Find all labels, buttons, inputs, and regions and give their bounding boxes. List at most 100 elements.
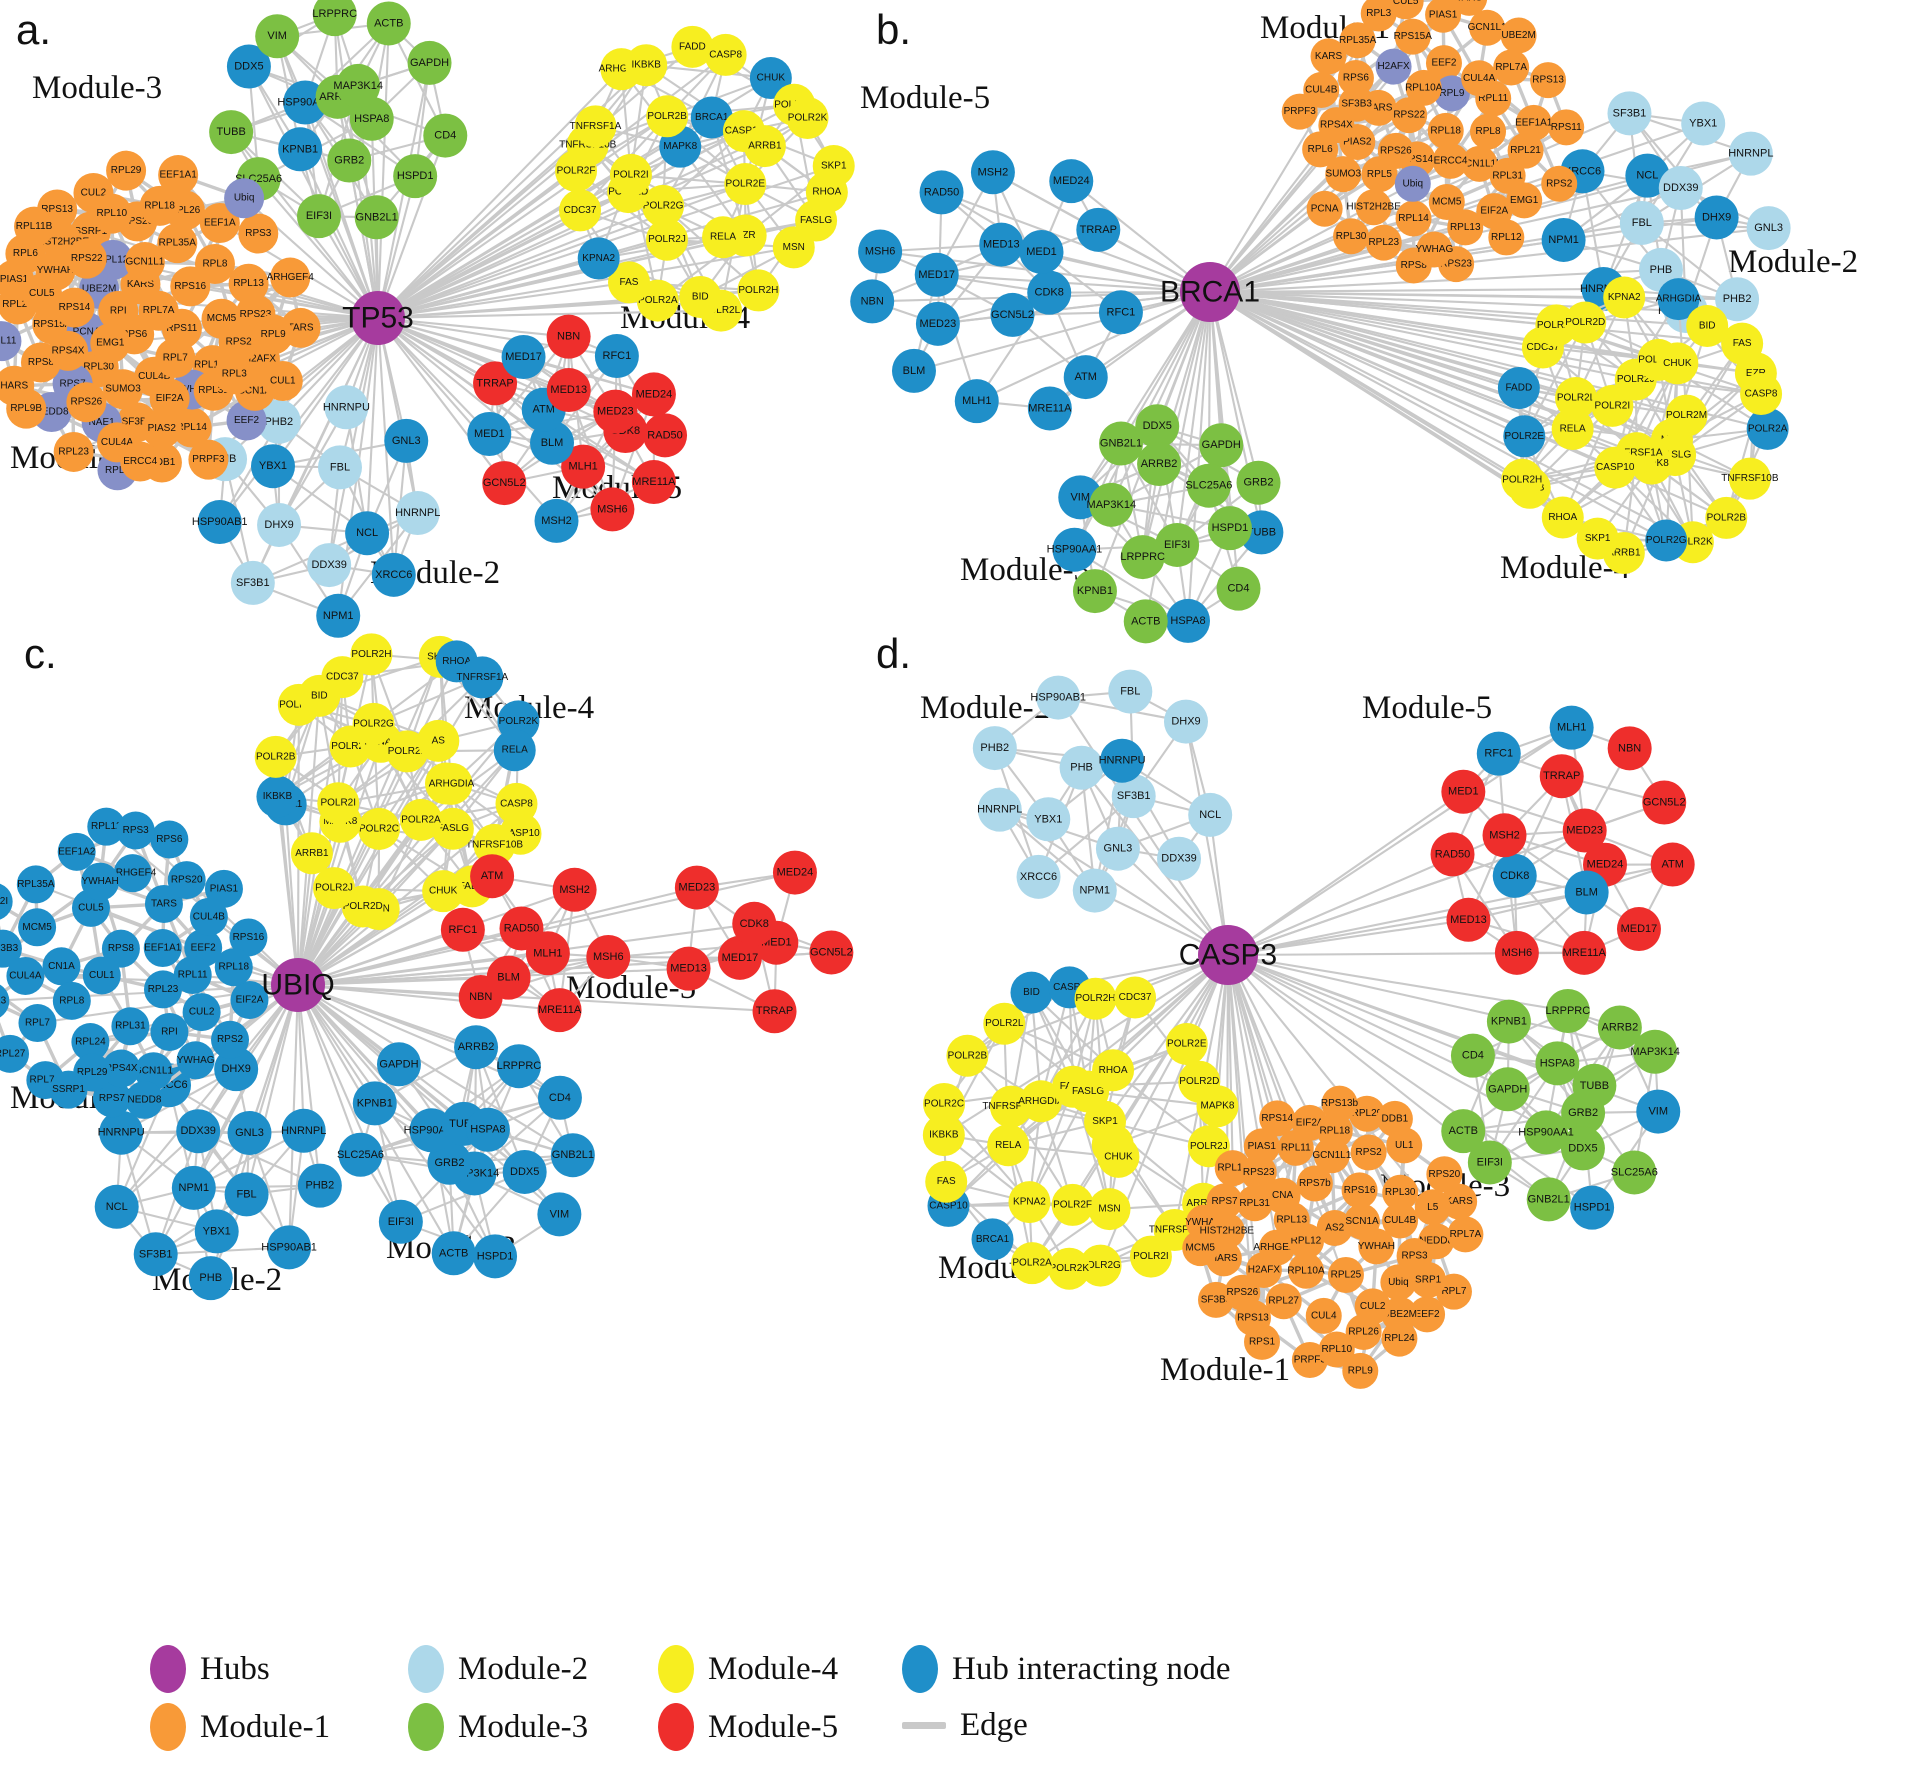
network-node[interactable]: LRPPRC <box>1546 988 1591 1033</box>
network-node[interactable]: CUL4 <box>1305 1297 1342 1334</box>
network-node[interactable]: GRB2 <box>427 1140 472 1185</box>
network-node[interactable]: H2AFX <box>1375 48 1412 85</box>
network-node[interactable]: RPS2 <box>218 322 259 363</box>
network-node[interactable]: RPL8 <box>194 244 235 285</box>
network-node[interactable]: HIST2H2BE <box>1200 1212 1255 1249</box>
network-node[interactable]: HNRNPU <box>323 385 370 430</box>
network-node[interactable]: GNL3 <box>384 418 429 463</box>
network-node[interactable]: RPS22 <box>1391 97 1428 134</box>
network-node[interactable]: DDX39 <box>1157 836 1202 881</box>
network-node[interactable]: POLR2A <box>399 798 442 841</box>
network-node[interactable]: DHX9 <box>1163 699 1208 744</box>
network-node[interactable]: MED23 <box>915 301 960 346</box>
network-node[interactable]: CDC37 <box>1114 976 1157 1019</box>
network-node[interactable]: SRP1 <box>1410 1261 1447 1298</box>
network-node[interactable]: ARRB2 <box>1137 442 1182 487</box>
network-node[interactable]: EIF3I <box>1155 522 1200 567</box>
network-node[interactable]: DDX5 <box>1560 1126 1605 1171</box>
network-node[interactable]: FAS <box>925 1160 968 1203</box>
network-node[interactable]: GNL3 <box>1746 206 1791 251</box>
network-node[interactable]: NBN <box>1607 726 1652 771</box>
network-node[interactable]: EEF2 <box>1425 45 1462 82</box>
network-node[interactable]: RPS6 <box>1337 59 1374 96</box>
hub-node[interactable]: UBIQ <box>261 958 335 1012</box>
network-node[interactable]: MRE11A <box>631 460 676 505</box>
network-node[interactable]: GCN1L1 <box>1468 9 1507 46</box>
network-node[interactable]: SCN1A <box>1344 1203 1381 1240</box>
network-node[interactable]: RPL23 <box>143 970 182 1009</box>
network-node[interactable]: RPL23 <box>1365 224 1402 261</box>
network-node[interactable]: MED17 <box>914 252 959 297</box>
network-node[interactable]: RPS26 <box>66 382 107 423</box>
network-node[interactable]: VIM <box>1636 1089 1681 1134</box>
network-node[interactable]: CUL1 <box>262 361 303 402</box>
network-node[interactable]: MAPK8 <box>1196 1085 1239 1128</box>
network-node[interactable]: FASLG <box>431 807 474 850</box>
network-node[interactable]: LRPPRC <box>497 1044 542 1089</box>
network-node[interactable]: LRPPRC <box>312 0 357 37</box>
network-node[interactable]: RAD50 <box>919 170 964 215</box>
network-node[interactable]: RFC1 <box>1098 290 1143 335</box>
network-node[interactable]: GAPDH <box>376 1042 421 1087</box>
network-node[interactable]: MSN <box>1088 1188 1131 1231</box>
network-node[interactable]: POLR2C <box>923 1082 966 1125</box>
network-node[interactable]: POLR2A <box>1011 1242 1054 1285</box>
network-node[interactable]: ACTB <box>366 1 411 46</box>
network-node[interactable]: PIAS2 <box>141 408 182 449</box>
network-node[interactable]: RPL30 <box>1382 1174 1419 1211</box>
network-node[interactable]: DDX39 <box>307 543 352 588</box>
network-node[interactable]: CUL2 <box>1354 1288 1391 1325</box>
network-node[interactable]: MED17 <box>717 935 762 980</box>
network-node[interactable]: DHX9 <box>1694 195 1739 240</box>
network-node[interactable]: BRCA1 <box>690 96 733 139</box>
network-node[interactable]: CHUK <box>1656 342 1699 385</box>
network-node[interactable]: POLR2I <box>1129 1235 1172 1278</box>
network-node[interactable]: MED1 <box>1441 769 1486 814</box>
network-node[interactable]: KPNA2 <box>577 237 620 280</box>
network-node[interactable]: POLR2J <box>645 218 688 261</box>
network-node[interactable]: XRCC6 <box>1016 854 1061 899</box>
network-node[interactable]: POLR2K <box>786 96 829 139</box>
network-node[interactable]: HSP90AA1 <box>1518 1110 1574 1155</box>
network-node[interactable]: HNRNPU <box>98 1110 145 1155</box>
network-node[interactable]: DDX5 <box>1135 404 1180 449</box>
network-node[interactable]: POLR2A <box>1746 407 1789 450</box>
network-node[interactable]: RPL35A <box>157 223 198 264</box>
network-node[interactable]: DDX5 <box>226 44 271 89</box>
network-node[interactable]: CDK8 <box>732 901 777 946</box>
network-node[interactable]: MED23 <box>593 389 638 434</box>
network-node[interactable]: MED13 <box>1446 897 1491 942</box>
network-node[interactable]: MED23 <box>1562 808 1607 853</box>
network-node[interactable]: SF3B3 <box>1338 85 1375 122</box>
network-node[interactable]: RHOA <box>1092 1049 1135 1092</box>
network-node[interactable]: NCL <box>94 1184 139 1229</box>
network-node[interactable]: FBL <box>1619 200 1664 245</box>
network-node[interactable]: ARRB2 <box>1597 1005 1642 1050</box>
network-node[interactable]: LRPPRC <box>1120 535 1165 580</box>
network-node[interactable]: PHB <box>188 1256 233 1301</box>
network-node[interactable]: RPS2 <box>1350 1134 1387 1171</box>
network-node[interactable]: RPL13 <box>1447 209 1484 246</box>
network-node[interactable]: HSP90AB1 <box>1030 675 1086 720</box>
network-node[interactable]: POLR2G <box>352 702 395 745</box>
network-node[interactable]: POLR2E <box>724 163 767 206</box>
network-node[interactable]: EEF1A1 <box>158 155 199 196</box>
network-node[interactable]: MSN <box>772 226 815 269</box>
network-node[interactable]: SLC25A6 <box>1611 1150 1658 1195</box>
network-node[interactable]: CUL1 <box>82 956 121 995</box>
network-node[interactable]: RPS15A <box>1394 18 1433 55</box>
network-node[interactable]: RPL9 <box>253 314 294 355</box>
network-node[interactable]: FADD <box>671 25 714 68</box>
network-node[interactable]: MAP3K14 <box>333 63 383 108</box>
network-node[interactable]: CDC37 <box>559 189 602 232</box>
network-node[interactable]: SLC25A6 <box>1185 463 1232 508</box>
network-node[interactable]: ARRB1 <box>290 832 333 875</box>
network-node[interactable]: CDK8 <box>1492 853 1537 898</box>
network-node[interactable]: CD4 <box>1450 1033 1495 1078</box>
network-node[interactable]: HSPD1 <box>1570 1185 1615 1230</box>
network-node[interactable]: HSPA8 <box>1166 598 1211 643</box>
network-node[interactable]: MED13 <box>979 222 1024 267</box>
network-node[interactable]: EEF1A1 <box>143 929 182 968</box>
network-node[interactable]: POLR2L <box>1555 377 1598 420</box>
network-node[interactable]: MCM5 <box>18 908 57 947</box>
